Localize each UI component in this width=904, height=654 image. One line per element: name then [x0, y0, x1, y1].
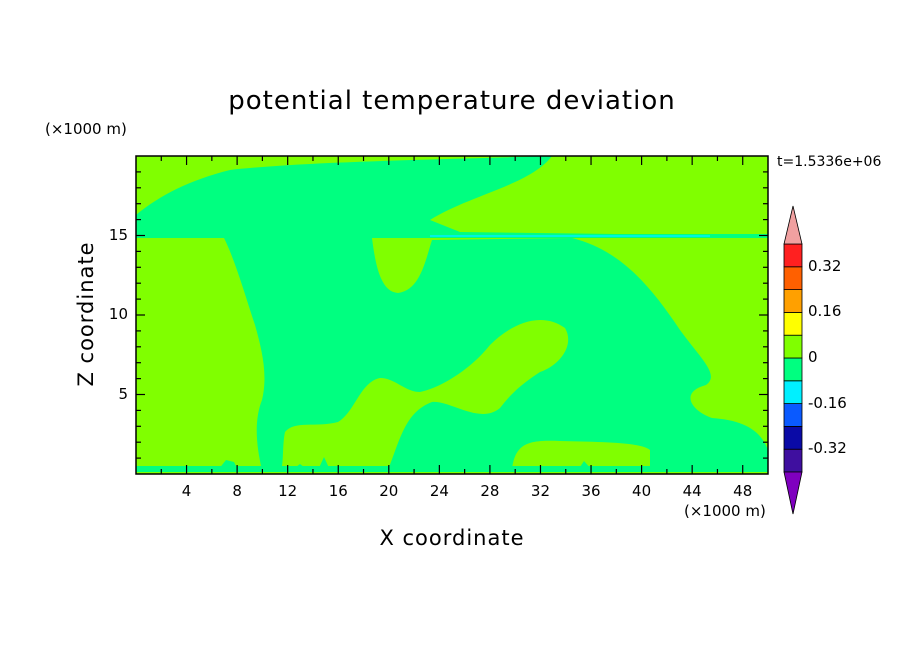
- central-region: [224, 238, 768, 470]
- upper-layer-region: [136, 156, 768, 236]
- y-tick-label: 15: [108, 225, 128, 244]
- y-tick-label: 10: [108, 305, 128, 323]
- x-tick-label: 32: [530, 482, 551, 500]
- colorbar-band: [783, 334, 803, 359]
- colorbar-band: [783, 403, 803, 427]
- colorbar-band: [783, 425, 803, 450]
- y-tick-label: 5: [118, 384, 128, 403]
- y-axis-label: Z coordinate: [74, 241, 98, 387]
- colorbar-band: [783, 266, 803, 290]
- colorbar-band: [783, 448, 803, 473]
- chart-title: potential temperature deviation: [228, 86, 676, 116]
- colorbar: [783, 205, 803, 515]
- colorbar-tick-label: 0.16: [808, 302, 842, 321]
- x-axis-ticks: [160, 156, 744, 474]
- x-tick-label: 8: [232, 482, 242, 500]
- x-axis-label: X coordinate: [379, 526, 525, 550]
- colorbar-band: [783, 289, 803, 313]
- colorbar-band: [783, 243, 803, 268]
- negative-anomaly-regions: [136, 156, 768, 472]
- x-tick-label: 4: [181, 482, 192, 500]
- colorbar-tick-label: -0.32: [808, 439, 847, 458]
- x-tick-label: 48: [733, 482, 753, 500]
- time-label: t=1.5336e+06: [777, 154, 882, 170]
- colorbar-tick-label: 0: [808, 348, 818, 366]
- surface-features: [218, 457, 592, 470]
- colorbar-over-triangle: [783, 205, 803, 245]
- x-tick-label: 20: [379, 482, 399, 500]
- colorbar-band: [783, 311, 803, 336]
- colorbar-under-triangle: [783, 471, 803, 515]
- y-axis-ticks: [136, 171, 768, 459]
- colorbar-band: [783, 380, 803, 404]
- x-tick-label: 44: [682, 482, 702, 500]
- x-tick-label: 40: [632, 482, 652, 500]
- x-tick-label: 28: [480, 482, 500, 500]
- colorbar-band: [783, 357, 803, 382]
- x-tick-label: 12: [278, 482, 298, 500]
- colorbar-tick-label: 0.32: [808, 256, 842, 275]
- x-tick-label: 24: [429, 482, 449, 500]
- colorbar-tick-label: -0.16: [808, 393, 847, 412]
- x-unit-label: (×1000 m): [684, 502, 766, 520]
- x-tick-label: 36: [581, 482, 601, 500]
- z-unit-label: (×1000 m): [45, 120, 127, 138]
- x-tick-label: 16: [328, 482, 348, 500]
- base-layer-region: [136, 466, 768, 472]
